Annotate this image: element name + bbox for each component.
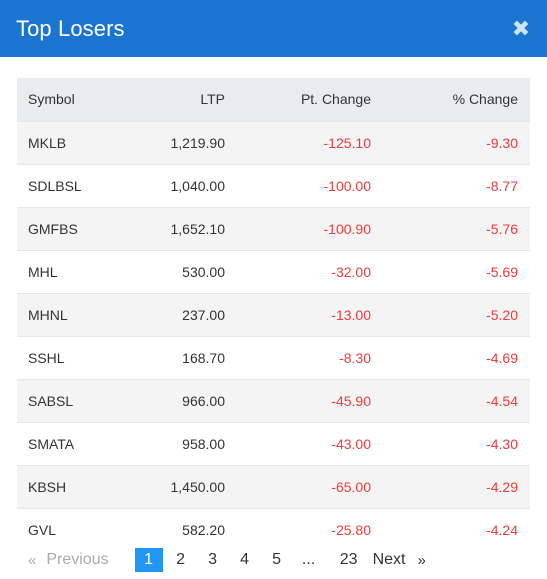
losers-table: Symbol LTP Pt. Change % Change MKLB 1,219… — [17, 78, 530, 551]
losers-table-container: Symbol LTP Pt. Change % Change MKLB 1,219… — [17, 78, 530, 551]
close-icon[interactable]: ✖ — [511, 15, 531, 41]
table-row[interactable]: SDLBSL 1,040.00 -100.00 -8.77 — [17, 164, 530, 207]
table-row[interactable]: KBSH 1,450.00 -65.00 -4.29 — [17, 465, 530, 508]
table-row[interactable]: MHL 530.00 -32.00 -5.69 — [17, 250, 530, 293]
cell-symbol[interactable]: KBSH — [28, 478, 67, 495]
cell-pt-change: -32.00 — [331, 263, 371, 280]
column-header-pt-change[interactable]: Pt. Change — [300, 91, 371, 108]
page-button-last[interactable]: 23 — [339, 551, 358, 568]
cell-ltp: 1,219.90 — [170, 134, 226, 151]
cell-pct-change: -4.24 — [486, 521, 518, 538]
double-chevron-left-icon: « — [28, 551, 37, 569]
cell-ltp: 530.00 — [182, 263, 225, 280]
table-row[interactable]: SMATA 958.00 -43.00 -4.30 — [17, 422, 530, 465]
previous-label: Previous — [46, 551, 109, 568]
page-button-3[interactable]: 3 — [208, 551, 218, 568]
modal-title: Top Losers — [16, 15, 125, 41]
cell-symbol[interactable]: MKLB — [28, 134, 67, 151]
table-row[interactable]: SSHL 168.70 -8.30 -4.69 — [17, 336, 530, 379]
cell-symbol[interactable]: MHL — [28, 263, 58, 280]
cell-ltp: 1,040.00 — [170, 177, 226, 194]
cell-symbol[interactable]: GMFBS — [28, 220, 78, 237]
cell-symbol[interactable]: SMATA — [28, 435, 75, 452]
cell-pt-change: -8.30 — [339, 349, 371, 366]
cell-ltp: 237.00 — [182, 306, 225, 323]
page-button-5[interactable]: 5 — [272, 551, 282, 568]
cell-pt-change: -100.00 — [323, 177, 371, 194]
table-row[interactable]: GMFBS 1,652.10 -100.90 -5.76 — [17, 207, 530, 250]
cell-symbol[interactable]: SDLBSL — [28, 177, 82, 194]
page-button-1[interactable]: 1 — [134, 548, 163, 572]
cell-ltp: 1,450.00 — [170, 478, 226, 495]
double-chevron-right-icon: » — [417, 551, 426, 569]
cell-pt-change: -13.00 — [331, 306, 371, 323]
page-button-4[interactable]: 4 — [240, 551, 250, 568]
column-header-ltp[interactable]: LTP — [200, 91, 225, 108]
table-row[interactable]: MHNL 237.00 -13.00 -5.20 — [17, 293, 530, 336]
cell-pct-change: -8.77 — [486, 177, 518, 194]
cell-symbol[interactable]: SSHL — [28, 349, 65, 366]
cell-pct-change: -5.20 — [486, 306, 518, 323]
column-header-pct-change[interactable]: % Change — [452, 91, 518, 108]
pagination-ellipsis: ... — [301, 551, 316, 568]
cell-ltp: 958.00 — [182, 435, 225, 452]
column-header-symbol[interactable]: Symbol — [28, 91, 75, 108]
previous-page-button[interactable]: « Previous — [28, 551, 109, 569]
cell-pct-change: -5.76 — [486, 220, 518, 237]
cell-ltp: 1,652.10 — [170, 220, 226, 237]
table-row[interactable]: SABSL 966.00 -45.90 -4.54 — [17, 379, 530, 422]
cell-pt-change: -25.80 — [331, 521, 371, 538]
table-row[interactable]: MKLB 1,219.90 -125.10 -9.30 — [17, 121, 530, 164]
cell-pct-change: -9.30 — [486, 134, 518, 151]
table-row[interactable]: GVL 582.20 -25.80 -4.24 — [17, 508, 530, 551]
next-page-button[interactable]: Next » — [373, 551, 426, 569]
cell-pct-change: -4.69 — [486, 349, 518, 366]
cell-pt-change: -100.90 — [323, 220, 371, 237]
cell-pt-change: -65.00 — [331, 478, 371, 495]
cell-pt-change: -45.90 — [331, 392, 371, 409]
cell-symbol[interactable]: SABSL — [28, 392, 74, 409]
cell-symbol[interactable]: GVL — [28, 521, 57, 538]
page-button-2[interactable]: 2 — [176, 551, 186, 568]
cell-pct-change: -4.54 — [486, 392, 518, 409]
cell-pt-change: -125.10 — [323, 134, 371, 151]
cell-ltp: 966.00 — [182, 392, 225, 409]
next-label: Next — [372, 551, 406, 568]
cell-pct-change: -4.29 — [486, 478, 518, 495]
cell-ltp: 168.70 — [182, 349, 225, 366]
cell-pct-change: -4.30 — [486, 435, 518, 452]
cell-symbol[interactable]: MHNL — [28, 306, 68, 323]
cell-ltp: 582.20 — [182, 521, 225, 538]
table-header-row: Symbol LTP Pt. Change % Change — [17, 78, 530, 121]
table-body: MKLB 1,219.90 -125.10 -9.30 SDLBSL 1,040.00 -1… — [17, 121, 530, 551]
cell-pct-change: -5.69 — [486, 263, 518, 280]
modal-header: Top Losers ✖ — [0, 0, 547, 57]
cell-pt-change: -43.00 — [331, 435, 371, 452]
